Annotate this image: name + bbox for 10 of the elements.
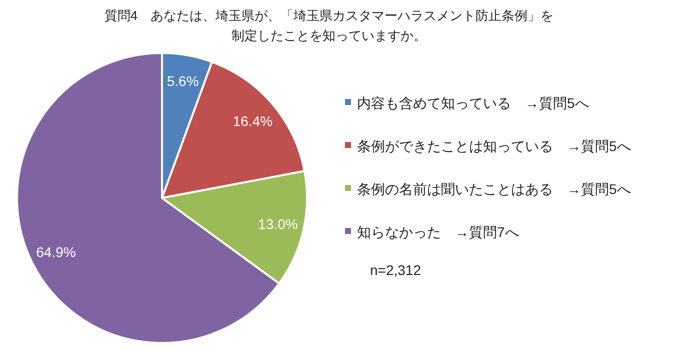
data-label: 5.6% [166, 72, 199, 89]
legend-label: 条例ができたことは知っている →質問5へ [357, 138, 631, 154]
text: n=2,312 [370, 262, 422, 278]
data-label: 64.9% [36, 244, 76, 260]
legend-label: 知らなかった →質問7へ [357, 224, 519, 240]
chart-title: 質問4 あなたは、埼玉県が、「埼玉県カスタマーハラスメント防止条例」を制定したことを知っていますか。 [103, 7, 555, 45]
data-label: 13.0% [258, 216, 298, 232]
data-label: 16.4% [232, 113, 273, 130]
legend-label: 条例の名前は聞いたことはある →質問5へ [357, 181, 631, 197]
legend-label: 内容も含めて知っている →質問5へ [357, 95, 589, 111]
